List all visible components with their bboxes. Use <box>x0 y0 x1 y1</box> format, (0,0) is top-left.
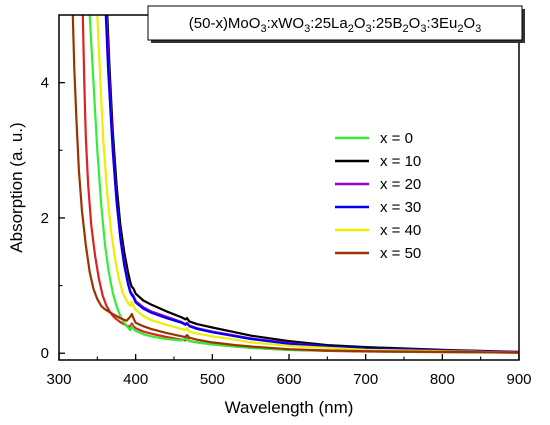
legend-label: x = 50 <box>380 245 421 262</box>
x-axis-label: Wavelength (nm) <box>225 398 354 417</box>
y-tick-label: 0 <box>41 345 49 362</box>
series-line-5 <box>71 15 519 354</box>
legend-label: x = 40 <box>380 222 421 239</box>
x-tick-labels: 300 400 500 600 700 800 900 <box>46 371 531 388</box>
y-tick-label: 4 <box>41 75 49 92</box>
series-line-2 <box>105 15 519 354</box>
x-tick-label: 300 <box>46 371 71 388</box>
y-tick-labels: 0 2 4 <box>41 75 49 363</box>
legend-label: x = 0 <box>380 130 413 147</box>
legend: x = 0 x = 10 x = 20 x = 30 x = 40 x = 50 <box>335 130 421 262</box>
x-tick-label: 500 <box>200 371 225 388</box>
x-tick-label: 600 <box>276 371 301 388</box>
series-line-4 <box>96 15 519 354</box>
legend-label: x = 30 <box>380 199 421 216</box>
series-line-3 <box>104 15 519 354</box>
series-line-1 <box>106 15 519 353</box>
axis-ticks <box>58 81 520 360</box>
x-tick-label: 900 <box>506 371 531 388</box>
x-tick-label: 700 <box>353 371 378 388</box>
title-box: (50-x)MoO3:xWO3:25La2O3:25B2O3:3Eu2O3 <box>147 5 525 43</box>
plot-lines <box>71 15 519 354</box>
plot-frame <box>58 14 520 361</box>
legend-label: x = 20 <box>380 176 421 193</box>
y-axis-label: Absorption (a. u.) <box>7 122 26 252</box>
x-tick-label: 800 <box>430 371 455 388</box>
x-tick-label: 400 <box>123 371 148 388</box>
title-box-frame <box>147 5 523 41</box>
chart-title: (50-x)MoO3:xWO3:25La2O3:25B2O3:3Eu2O3 <box>189 15 481 35</box>
series-line-0 <box>88 15 519 354</box>
y-tick-label: 2 <box>41 210 49 227</box>
legend-label: x = 10 <box>380 153 421 170</box>
